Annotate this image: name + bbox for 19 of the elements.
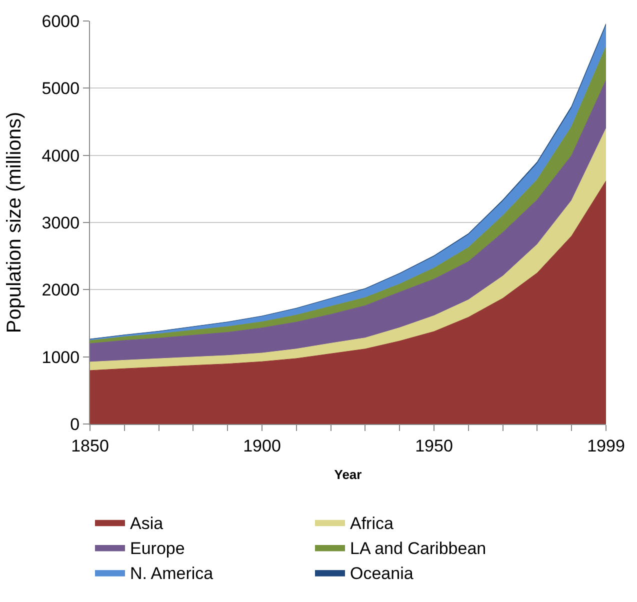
legend-label: Asia	[130, 514, 164, 533]
x-tick-label: 1999	[587, 436, 625, 456]
y-axis-title: Population size (millions)	[3, 112, 26, 334]
y-tick-label: 3000	[42, 213, 80, 232]
y-tick-label: 1000	[42, 348, 80, 367]
legend-label: Oceania	[350, 564, 414, 583]
legend-label: N. America	[130, 564, 214, 583]
x-axis-title: Year	[334, 467, 362, 482]
y-tick-label: 4000	[42, 146, 80, 166]
legend-label: Africa	[350, 514, 394, 533]
x-tick-label: 1850	[71, 436, 109, 456]
legend-label: LA and Caribbean	[350, 538, 486, 558]
legend-label: Europe	[130, 538, 185, 558]
y-tick-label: 2000	[42, 280, 80, 300]
x-tick-label: 1950	[415, 436, 453, 456]
x-tick-label: 1900	[243, 436, 281, 456]
y-tick-label: 5000	[42, 79, 80, 98]
y-tick-label: 6000	[42, 12, 80, 31]
y-tick-label: 0	[70, 414, 80, 434]
